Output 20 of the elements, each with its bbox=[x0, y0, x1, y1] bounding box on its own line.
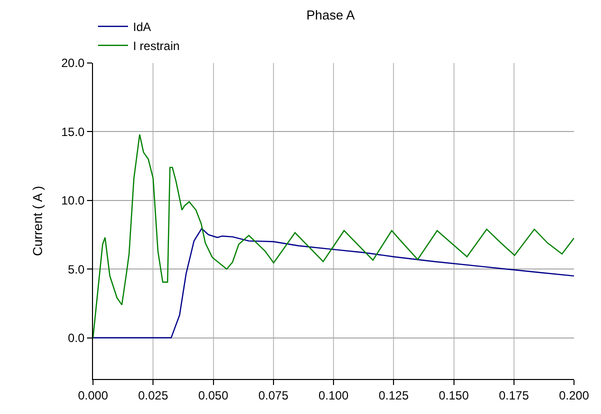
y-tick-label: 15.0 bbox=[61, 124, 85, 139]
y-tick-label: 20.0 bbox=[61, 56, 85, 70]
x-tick-label: 0.150 bbox=[438, 388, 470, 402]
x-tick-label: 0.050 bbox=[198, 388, 229, 402]
line-series bbox=[93, 134, 574, 338]
x-tick-label: 0.125 bbox=[378, 388, 409, 402]
x-tick-label: 0.175 bbox=[498, 388, 530, 402]
x-tick-label: 0.075 bbox=[258, 388, 289, 402]
y-tick-label: 0.0 bbox=[68, 330, 85, 345]
line-series bbox=[93, 228, 574, 338]
chart-title: Phase A bbox=[306, 7, 356, 22]
y-tick-label: 5.0 bbox=[68, 262, 85, 276]
x-tick-label: 0.025 bbox=[138, 388, 168, 402]
x-tick-label: 0.100 bbox=[318, 388, 349, 402]
legend-label: IdA bbox=[133, 20, 152, 34]
x-tick-label: 0.000 bbox=[78, 388, 108, 402]
y-axis-title: Current ( A ) bbox=[30, 186, 46, 256]
y-tick-label: 10.0 bbox=[61, 194, 85, 208]
legend-label: I restrain bbox=[133, 39, 180, 54]
x-tick-label: 0.200 bbox=[558, 388, 590, 402]
